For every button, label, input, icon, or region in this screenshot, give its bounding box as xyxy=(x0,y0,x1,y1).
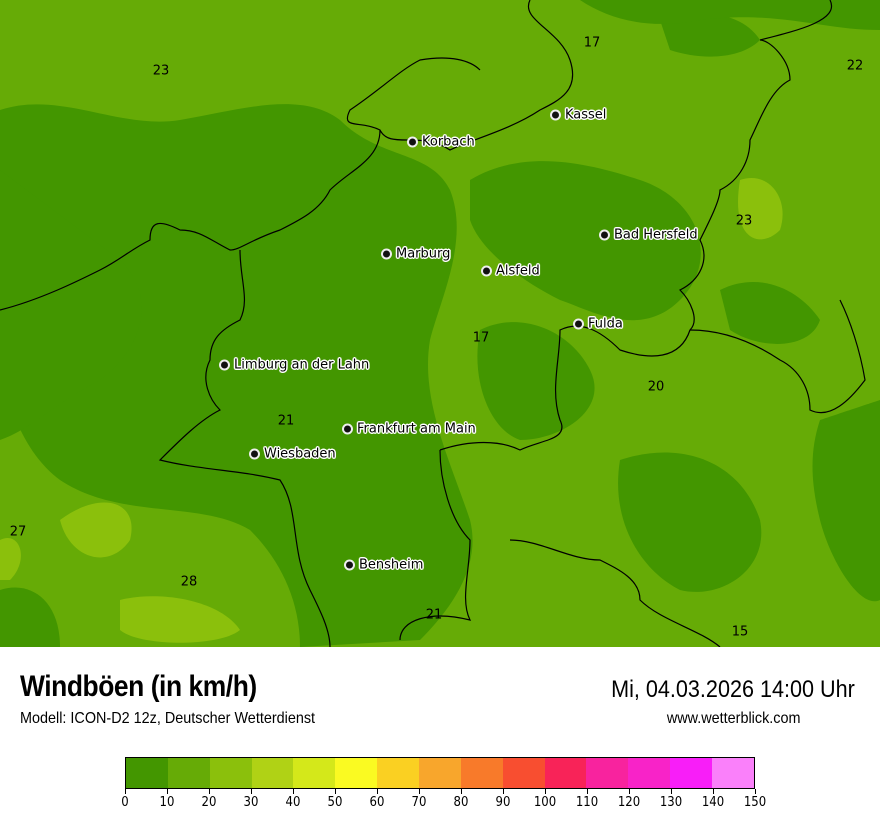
color-scale-legend xyxy=(125,757,755,789)
city-marburg: Marburg xyxy=(381,247,450,262)
legend-tick-mark xyxy=(503,789,504,794)
legend-swatch xyxy=(251,758,294,788)
legend-tick-mark xyxy=(461,789,462,794)
city-label: Wiesbaden xyxy=(264,446,336,462)
legend-swatch xyxy=(377,758,420,788)
legend-tick-mark xyxy=(419,789,420,794)
city-label: Alsfeld xyxy=(496,263,540,279)
legend-tick-label: 10 xyxy=(159,795,175,810)
city-label: Korbach xyxy=(422,134,475,150)
legend-tick-mark xyxy=(251,789,252,794)
gust-value: 20 xyxy=(647,379,665,395)
gust-value: 21 xyxy=(277,413,295,429)
legend-tick-mark xyxy=(335,789,336,794)
city-frankfurt: Frankfurt am Main xyxy=(342,422,476,437)
city-marker-icon xyxy=(407,136,418,148)
city-marker-icon xyxy=(342,423,353,435)
legend-swatch xyxy=(628,758,671,788)
city-korbach: Korbach xyxy=(407,135,475,150)
legend-swatch xyxy=(209,758,252,788)
gust-value: 23 xyxy=(735,213,753,229)
wind-gust-map: Kassel Korbach Bad Hersfeld Marburg Alsf… xyxy=(0,0,880,647)
legend-tick-label: 70 xyxy=(411,795,427,810)
city-bensheim: Bensheim xyxy=(344,558,423,573)
legend-tick-label: 60 xyxy=(369,795,385,810)
legend-swatch xyxy=(167,758,210,788)
gust-value: 27 xyxy=(9,524,27,540)
gust-value: 21 xyxy=(425,607,443,623)
forecast-datetime: Mi, 04.03.2026 14:00 Uhr xyxy=(611,676,855,703)
gust-0-10-areas xyxy=(0,0,880,647)
model-source: Modell: ICON-D2 12z, Deutscher Wetterdie… xyxy=(20,710,316,727)
legend-swatch xyxy=(502,758,545,788)
legend-tick-mark xyxy=(545,789,546,794)
city-marker-icon xyxy=(599,229,610,241)
gust-value: 15 xyxy=(731,624,749,640)
city-marker-icon xyxy=(550,109,561,121)
legend-swatch xyxy=(419,758,461,788)
city-label: Bensheim xyxy=(359,557,424,573)
legend-tick-label: 120 xyxy=(617,795,641,810)
legend-swatch xyxy=(335,758,378,788)
legend-tick-mark xyxy=(587,789,588,794)
city-marker-icon xyxy=(481,265,492,277)
legend-tick-mark xyxy=(671,789,672,794)
legend-swatch xyxy=(460,758,503,788)
gust-20-30-areas xyxy=(0,178,783,643)
legend-swatch xyxy=(293,758,336,788)
state-borders xyxy=(0,0,866,647)
legend-tick-mark xyxy=(755,789,756,794)
legend-tick-mark xyxy=(713,789,714,794)
city-label: Marburg xyxy=(396,246,451,262)
city-label: Frankfurt am Main xyxy=(357,421,476,437)
legend-tick-label: 110 xyxy=(575,795,599,810)
legend-tick-label: 40 xyxy=(285,795,301,810)
city-fulda: Fulda xyxy=(573,317,623,332)
city-marker-icon xyxy=(381,248,392,260)
legend-tick-mark xyxy=(629,789,630,794)
legend-tick-label: 80 xyxy=(453,795,469,810)
city-marker-icon xyxy=(344,559,355,571)
legend-tick-label: 130 xyxy=(659,795,683,810)
legend-swatch xyxy=(712,758,754,788)
gust-value: 23 xyxy=(152,63,170,79)
legend-tick-label: 150 xyxy=(743,795,767,810)
legend-tick-label: 90 xyxy=(495,795,511,810)
city-marker-icon xyxy=(219,359,230,371)
legend-swatch xyxy=(544,758,587,788)
gust-value: 22 xyxy=(846,58,864,74)
legend-tick-mark xyxy=(125,789,126,794)
city-wiesbaden: Wiesbaden xyxy=(249,447,336,462)
website-link[interactable]: www.wetterblick.com xyxy=(666,710,800,727)
city-label: Limburg an der Lahn xyxy=(234,357,370,373)
legend-tick-label: 100 xyxy=(533,795,557,810)
city-kassel: Kassel xyxy=(550,108,606,123)
city-limburg: Limburg an der Lahn xyxy=(219,358,369,373)
city-label: Kassel xyxy=(565,107,607,123)
gust-value: 28 xyxy=(180,574,198,590)
city-label: Bad Hersfeld xyxy=(614,227,698,243)
legend-tick-mark xyxy=(377,789,378,794)
city-marker-icon xyxy=(573,318,584,330)
legend-tick-mark xyxy=(209,789,210,794)
gust-value: 17 xyxy=(472,330,490,346)
legend-swatch xyxy=(586,758,629,788)
legend-tick-label: 0 xyxy=(121,795,129,810)
legend-tick-mark xyxy=(293,789,294,794)
city-marker-icon xyxy=(249,448,260,460)
legend-swatch xyxy=(670,758,713,788)
legend-tick-mark xyxy=(167,789,168,794)
legend-tick-label: 140 xyxy=(701,795,725,810)
city-alsfeld: Alsfeld xyxy=(481,264,540,279)
legend-tick-label: 30 xyxy=(243,795,259,810)
map-layer xyxy=(0,0,880,647)
legend-tick-label: 50 xyxy=(327,795,343,810)
city-label: Fulda xyxy=(588,316,623,332)
map-title: Windböen (in km/h) xyxy=(20,670,257,703)
gust-value: 17 xyxy=(583,35,601,51)
legend-tick-label: 20 xyxy=(201,795,217,810)
legend-swatch xyxy=(126,758,168,788)
city-bad-hersfeld: Bad Hersfeld xyxy=(599,228,698,243)
